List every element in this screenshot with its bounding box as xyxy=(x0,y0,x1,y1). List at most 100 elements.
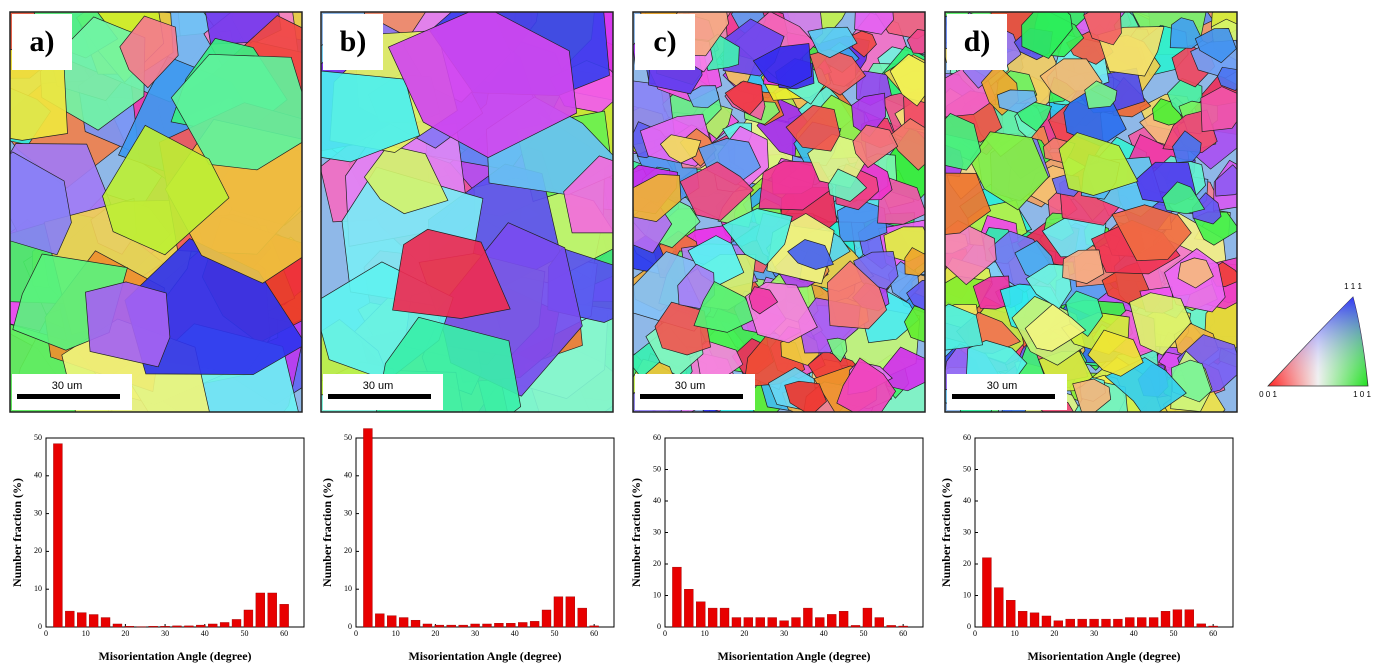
scale-box xyxy=(947,374,1067,410)
ipf-triangle-shade xyxy=(1268,297,1368,386)
scale-bar xyxy=(328,394,431,399)
bar xyxy=(1160,611,1171,628)
x-tick-label: 30 xyxy=(1090,629,1098,638)
grain xyxy=(945,112,982,171)
y-tick-label: 20 xyxy=(653,559,661,568)
grain xyxy=(752,43,813,88)
bar xyxy=(148,626,158,628)
grain xyxy=(826,337,848,363)
bar xyxy=(1196,623,1206,628)
grain xyxy=(687,85,720,109)
x-tick-label: 10 xyxy=(701,629,709,638)
y-tick-label: 40 xyxy=(653,496,661,505)
bar xyxy=(506,623,516,628)
bar xyxy=(672,566,682,628)
grain xyxy=(1194,28,1237,64)
bar xyxy=(363,428,373,628)
x-tick-label: 0 xyxy=(663,629,667,638)
y-tick-label: 0 xyxy=(967,622,971,631)
scale-bar xyxy=(952,394,1055,399)
bar xyxy=(577,607,587,628)
bar xyxy=(1101,618,1111,628)
scale-bar xyxy=(640,394,743,399)
x-tick-label: 60 xyxy=(1209,629,1217,638)
grain xyxy=(1021,12,1073,59)
scale-box xyxy=(635,374,755,410)
grain xyxy=(945,172,992,235)
bar xyxy=(482,623,492,628)
y-tick-label: 30 xyxy=(344,508,352,517)
y-tick-label: 0 xyxy=(348,622,352,631)
bar xyxy=(565,596,576,628)
y-axis-title: Number fraction (%) xyxy=(10,478,24,587)
y-tick-label: 0 xyxy=(38,622,42,631)
x-tick-label: 0 xyxy=(354,629,358,638)
grains xyxy=(633,12,925,412)
y-tick-label: 10 xyxy=(653,590,661,599)
x-tick-label: 60 xyxy=(899,629,907,638)
grain xyxy=(659,134,702,164)
bar xyxy=(1184,609,1195,628)
grain xyxy=(102,124,230,256)
y-tick-label: 50 xyxy=(653,464,661,473)
map-frame xyxy=(944,11,1238,413)
grain xyxy=(852,124,899,169)
grain xyxy=(1169,17,1204,49)
grain xyxy=(827,260,887,330)
plot-frame xyxy=(974,437,1234,628)
x-tick-label: 20 xyxy=(431,629,439,638)
bar xyxy=(53,443,63,628)
bar xyxy=(1017,611,1028,628)
grain xyxy=(854,12,894,35)
x-tick-label: 20 xyxy=(1050,629,1058,638)
grain xyxy=(889,53,925,107)
grain xyxy=(721,208,793,266)
bar xyxy=(791,617,801,628)
grain xyxy=(1084,80,1118,109)
panel-label: a) xyxy=(30,25,55,58)
bar xyxy=(815,617,825,628)
grain xyxy=(693,281,759,333)
y-tick-label: 30 xyxy=(653,527,661,536)
bar xyxy=(1077,618,1087,628)
x-tick-label: 0 xyxy=(973,629,977,638)
grain xyxy=(906,29,925,55)
map-frame xyxy=(9,11,303,413)
bar xyxy=(684,589,694,628)
x-tick-label: 60 xyxy=(280,629,288,638)
bar xyxy=(767,617,777,628)
bar xyxy=(494,623,504,628)
y-axis-title: Number fraction (%) xyxy=(320,478,334,587)
bar xyxy=(1113,618,1123,628)
x-tick-label: 60 xyxy=(590,629,598,638)
grain xyxy=(945,303,984,351)
x-tick-label: 50 xyxy=(550,629,558,638)
bar xyxy=(470,623,480,628)
ipf-top: 1 1 1 xyxy=(1344,282,1362,291)
ebsd-map: b) 30 um xyxy=(320,11,614,413)
bar xyxy=(65,610,75,628)
bar xyxy=(898,625,908,628)
grain xyxy=(1172,130,1202,163)
x-tick-label: 40 xyxy=(820,629,828,638)
x-tick-label: 50 xyxy=(1169,629,1177,638)
x-tick-label: 40 xyxy=(511,629,519,638)
plot-frame xyxy=(664,437,924,628)
bar xyxy=(707,607,718,628)
plot-frame xyxy=(45,437,305,628)
bar xyxy=(219,622,230,628)
grain xyxy=(392,228,511,319)
y-tick-label: 0 xyxy=(657,622,661,631)
grain xyxy=(85,281,171,368)
bar xyxy=(518,622,528,628)
x-tick-label: 0 xyxy=(44,629,48,638)
grain xyxy=(945,220,997,286)
bar xyxy=(1208,625,1218,628)
bar xyxy=(279,604,289,628)
bar xyxy=(779,620,789,628)
grain xyxy=(1200,86,1237,132)
grain xyxy=(827,168,868,202)
panel-label: c) xyxy=(653,25,676,58)
bar xyxy=(827,614,837,628)
